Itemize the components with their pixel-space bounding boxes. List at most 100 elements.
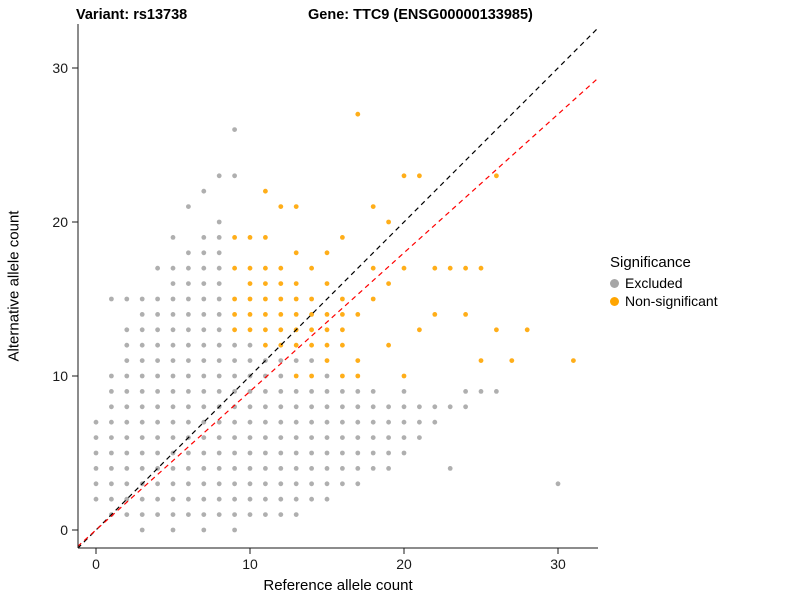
point-excluded <box>155 404 161 410</box>
point-excluded <box>124 481 130 487</box>
point-excluded <box>170 496 176 502</box>
point-non-significant <box>263 235 268 240</box>
x-tick-label: 20 <box>396 556 412 572</box>
point-non-significant <box>370 204 376 210</box>
point-excluded <box>109 404 114 410</box>
point-excluded <box>216 265 222 271</box>
point-excluded <box>186 512 191 517</box>
point-excluded <box>139 358 145 363</box>
point-excluded <box>324 435 330 440</box>
point-non-significant <box>324 358 330 363</box>
point-excluded <box>155 481 161 487</box>
point-excluded <box>232 527 238 533</box>
point-non-significant <box>247 327 253 333</box>
point-non-significant <box>293 281 299 286</box>
point-excluded <box>124 342 130 348</box>
point-excluded <box>463 389 468 394</box>
point-excluded <box>386 450 391 456</box>
point-excluded <box>355 466 361 471</box>
point-excluded <box>186 496 191 502</box>
point-non-significant <box>247 312 253 317</box>
point-excluded <box>186 342 191 348</box>
point-non-significant <box>263 312 268 317</box>
point-excluded <box>155 358 161 363</box>
point-excluded <box>324 496 330 502</box>
point-excluded <box>109 435 114 440</box>
point-excluded <box>170 481 176 487</box>
point-excluded <box>201 312 207 317</box>
point-excluded <box>278 373 284 379</box>
point-non-significant <box>571 358 576 363</box>
point-non-significant <box>401 373 407 379</box>
point-excluded <box>139 466 145 471</box>
point-excluded <box>201 527 207 533</box>
point-excluded <box>201 481 207 487</box>
point-excluded <box>170 235 176 240</box>
x-tick-label: 30 <box>550 556 566 572</box>
point-excluded <box>201 512 207 517</box>
point-excluded <box>216 219 222 225</box>
point-excluded <box>355 481 361 487</box>
point-non-significant <box>340 373 345 379</box>
point-excluded <box>93 435 99 440</box>
point-excluded <box>247 435 253 440</box>
point-excluded <box>278 450 284 456</box>
point-non-significant <box>247 281 253 286</box>
point-excluded <box>370 404 376 410</box>
point-excluded <box>139 512 145 517</box>
point-excluded <box>340 435 345 440</box>
point-excluded <box>401 450 407 456</box>
point-non-significant <box>478 265 484 271</box>
plot-title-variant: Variant: rs13738 <box>76 7 188 23</box>
point-non-significant <box>263 188 268 194</box>
point-non-significant <box>324 327 330 333</box>
point-excluded <box>201 404 207 410</box>
point-excluded <box>216 496 222 502</box>
point-non-significant <box>340 327 345 333</box>
point-excluded <box>309 358 314 363</box>
legend-item-nonsignificant: Non-significant <box>610 293 718 309</box>
point-excluded <box>139 342 145 348</box>
point-non-significant <box>355 373 361 379</box>
point-excluded <box>186 281 191 286</box>
point-excluded <box>170 404 176 410</box>
point-non-significant <box>370 296 376 302</box>
point-non-significant <box>278 312 284 317</box>
point-excluded <box>139 419 145 425</box>
point-excluded <box>170 466 176 471</box>
point-excluded <box>186 312 191 317</box>
point-excluded <box>355 450 361 456</box>
point-excluded <box>139 404 145 410</box>
point-non-significant <box>247 235 253 240</box>
point-excluded <box>263 496 268 502</box>
point-non-significant <box>293 296 299 302</box>
point-excluded <box>186 419 191 425</box>
point-excluded <box>170 281 176 286</box>
point-excluded <box>109 481 114 487</box>
point-non-significant <box>524 327 530 333</box>
point-excluded <box>170 327 176 333</box>
point-non-significant <box>278 296 284 302</box>
point-excluded <box>293 358 299 363</box>
point-excluded <box>263 512 268 517</box>
point-excluded <box>309 481 314 487</box>
point-excluded <box>216 435 222 440</box>
point-excluded <box>232 419 238 425</box>
point-excluded <box>370 389 376 394</box>
point-excluded <box>463 404 468 410</box>
point-excluded <box>232 173 238 179</box>
point-excluded <box>170 342 176 348</box>
point-excluded <box>232 358 238 363</box>
point-non-significant <box>263 281 268 286</box>
point-non-significant <box>417 173 422 179</box>
point-excluded <box>155 389 161 394</box>
point-excluded <box>401 404 407 410</box>
point-excluded <box>370 450 376 456</box>
point-excluded <box>247 512 253 517</box>
fit-line <box>78 77 598 547</box>
point-excluded <box>232 435 238 440</box>
point-excluded <box>139 373 145 379</box>
point-excluded <box>155 327 161 333</box>
point-excluded <box>447 404 453 410</box>
